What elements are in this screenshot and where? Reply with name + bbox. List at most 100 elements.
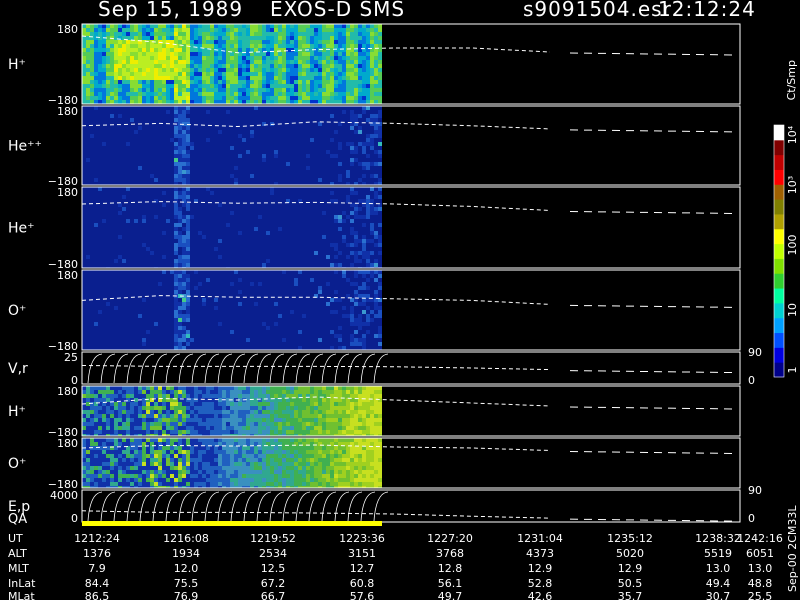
colorbar-swatch bbox=[774, 244, 784, 259]
axis-value-alt: 3768 bbox=[436, 547, 464, 560]
panel-label-he_plus_plus: He⁺⁺ bbox=[8, 139, 42, 155]
colorbar-swatch bbox=[774, 347, 784, 362]
axis-value-ut: 1212:24 bbox=[74, 532, 120, 545]
y-top-o_plus_low: 180 bbox=[57, 437, 78, 450]
axis-value-inlat: 67.2 bbox=[261, 577, 286, 590]
axis-value-mlat: 86.5 bbox=[85, 590, 110, 600]
colorbar-swatch bbox=[774, 229, 784, 244]
colorbar-tick-label: 100 bbox=[786, 235, 799, 256]
panel-label-h_plus_low: H⁺ bbox=[8, 404, 26, 420]
row-label-alt: ALT bbox=[8, 547, 27, 560]
header-instrument: EXOS-D SMS bbox=[270, 0, 405, 21]
colorbar-swatch bbox=[774, 199, 784, 214]
colorbar-swatch bbox=[774, 258, 784, 273]
axis-value-ut: 1238:32 bbox=[695, 532, 741, 545]
axis-value-inlat: 60.8 bbox=[350, 577, 375, 590]
right-top-v_r: 90 bbox=[748, 346, 762, 359]
axis-value-mlat: 57.6 bbox=[350, 590, 375, 600]
colorbar-swatch bbox=[774, 184, 784, 199]
panel-label-o_plus: O⁺ bbox=[8, 303, 26, 319]
row-label-inlat: InLat bbox=[8, 577, 36, 590]
y-top-e_p: 4000 bbox=[50, 489, 78, 502]
row-label-mlt: MLT bbox=[8, 562, 29, 575]
axis-value-inlat: 50.5 bbox=[618, 577, 643, 590]
y-bottom-e_p: 0 bbox=[71, 512, 78, 525]
axis-value-alt: 1934 bbox=[172, 547, 200, 560]
axis-value-ut: 1231:04 bbox=[517, 532, 563, 545]
header-date: Sep 15, 1989 bbox=[98, 0, 243, 21]
colorbar-tick-label: 10⁴ bbox=[786, 125, 799, 144]
colorbar-swatch bbox=[774, 155, 784, 170]
panel-label-h_plus_top: H⁺ bbox=[8, 57, 26, 73]
panel-bg-e_p bbox=[82, 490, 740, 522]
colorbar-swatch bbox=[774, 140, 784, 155]
colorbar-tick-label: 1 bbox=[786, 367, 799, 374]
y-top-he_plus: 180 bbox=[57, 186, 78, 199]
axis-value-mlat: 42.6 bbox=[528, 590, 553, 600]
axis-value-inlat: 56.1 bbox=[438, 577, 463, 590]
colorbar-swatch bbox=[774, 333, 784, 348]
qa-label: QA bbox=[8, 512, 27, 527]
axis-value-mlt: 13.0 bbox=[706, 562, 731, 575]
axis-value-alt: 4373 bbox=[526, 547, 554, 560]
colorbar-unit: Ct/Smp bbox=[785, 60, 798, 100]
axis-value-mlat: 76.9 bbox=[174, 590, 199, 600]
axis-value-alt: 5020 bbox=[616, 547, 644, 560]
axis-value-alt: 5519 bbox=[704, 547, 732, 560]
right-bottom-v_r: 0 bbox=[748, 374, 755, 387]
row-label-ut: UT bbox=[8, 532, 23, 545]
colorbar-swatch bbox=[774, 362, 784, 377]
colorbar-tick-label: 10 bbox=[786, 303, 799, 317]
axis-value-inlat: 52.8 bbox=[528, 577, 553, 590]
qa-bar bbox=[82, 521, 382, 526]
side-label: Sep-00 2CM33L bbox=[786, 505, 799, 592]
axis-value-ut: 1219:52 bbox=[250, 532, 296, 545]
axis-value-mlt: 12.8 bbox=[438, 562, 463, 575]
axis-value-mlt: 12.9 bbox=[528, 562, 553, 575]
axis-value-inlat: 84.4 bbox=[85, 577, 110, 590]
axis-value-inlat: 49.4 bbox=[706, 577, 731, 590]
y-top-o_plus: 180 bbox=[57, 269, 78, 282]
axis-value-inlat: 75.5 bbox=[174, 577, 199, 590]
axis-value-alt: 2534 bbox=[259, 547, 287, 560]
colorbar-swatch bbox=[774, 169, 784, 184]
axis-value-mlt: 7.9 bbox=[88, 562, 106, 575]
colorbar-swatch bbox=[774, 214, 784, 229]
axis-value-inlat: 48.8 bbox=[748, 577, 773, 590]
axis-value-mlt: 12.7 bbox=[350, 562, 375, 575]
y-top-h_plus_low: 180 bbox=[57, 385, 78, 398]
spectrogram-h_plus_low bbox=[82, 386, 382, 436]
colorbar-tick-label: 10³ bbox=[786, 176, 799, 194]
spectrogram-h_plus_top bbox=[82, 24, 382, 104]
y-top-he_plus_plus: 180 bbox=[57, 105, 78, 118]
panel-label-o_plus_low: O⁺ bbox=[8, 456, 26, 472]
right-top-e_p: 90 bbox=[748, 484, 762, 497]
colorbar-swatch bbox=[774, 318, 784, 333]
axis-value-mlt: 13.0 bbox=[748, 562, 773, 575]
axis-value-ut: 1227:20 bbox=[427, 532, 473, 545]
panel-label-v_r: V,r bbox=[8, 361, 28, 377]
axis-value-mlat: 49.7 bbox=[438, 590, 463, 600]
colorbar-swatch bbox=[774, 303, 784, 318]
axis-value-mlt: 12.9 bbox=[618, 562, 643, 575]
colorbar-swatch bbox=[774, 273, 784, 288]
panel-label-he_plus: He⁺ bbox=[8, 221, 35, 237]
axis-value-ut: 1223:36 bbox=[339, 532, 385, 545]
header-time: 12:12:24 bbox=[658, 0, 756, 21]
axis-value-mlat: 25.5 bbox=[748, 590, 773, 600]
axis-value-mlat: 35.7 bbox=[618, 590, 643, 600]
spectrogram-he_plus_plus bbox=[82, 106, 382, 185]
axis-value-mlat: 30.7 bbox=[706, 590, 731, 600]
row-label-mlat: MLat bbox=[8, 590, 35, 600]
colorbar-swatch bbox=[774, 125, 784, 140]
axis-value-alt: 1376 bbox=[83, 547, 111, 560]
y-top-h_plus_top: 180 bbox=[57, 23, 78, 36]
right-bottom-e_p: 0 bbox=[748, 512, 755, 525]
colorbar-swatch bbox=[774, 288, 784, 303]
header-file: s9091504.esr bbox=[523, 0, 672, 21]
axis-value-mlat: 66.7 bbox=[261, 590, 286, 600]
panel-bg-v_r bbox=[82, 352, 740, 384]
axis-value-mlt: 12.5 bbox=[261, 562, 286, 575]
y-top-v_r: 25 bbox=[64, 351, 78, 364]
